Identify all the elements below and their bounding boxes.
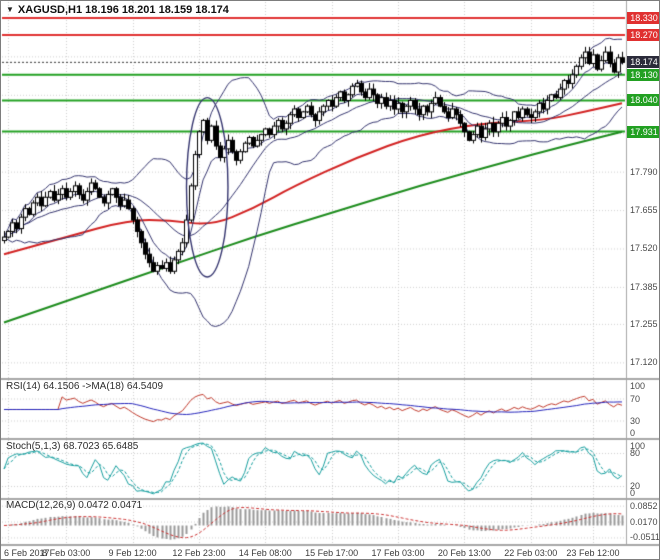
rsi-axis-label: 70 (630, 393, 641, 404)
price-badge: 18.130 (627, 68, 659, 81)
time-axis-label: 6 Feb 2017 (4, 548, 50, 558)
symbol-period-label: XAGUSD,H1 (17, 4, 83, 16)
price-axis-label: 17.520 (630, 243, 658, 254)
price-badge: 18.174 (627, 56, 659, 69)
time-axis-label: 22 Feb 03:00 (504, 548, 558, 558)
price-badge: 18.330 (627, 11, 659, 24)
price-badge: 18.040 (627, 94, 659, 107)
price-axis-label: 17.790 (630, 166, 658, 177)
price-axis-label: 17.120 (630, 357, 658, 368)
time-axis-label: 12 Feb 23:00 (172, 548, 226, 558)
price-badge: 17.931 (627, 125, 659, 138)
time-axis-label: 9 Feb 12:00 (108, 548, 157, 558)
chart-marker-icon: ▼ (6, 5, 14, 14)
rsi-axis-label: 100 (630, 381, 646, 391)
rsi-panel-title: RSI(14) 64.1506 ->MA(18) 64.5409 (6, 381, 164, 392)
price-badge: 18.270 (627, 29, 659, 42)
price-axis-label: 17.385 (630, 281, 658, 292)
price-axis-label: 17.655 (630, 205, 658, 216)
price-axis-label: 17.255 (630, 318, 658, 329)
stoch-axis-label: 80 (630, 448, 641, 458)
time-axis-label: 15 Feb 17:00 (305, 548, 359, 558)
macd-axis-label: 0.0852 (630, 500, 658, 511)
ohlc-values: 18.196 18.201 18.159 18.174 (85, 4, 229, 16)
time-axis-label: 17 Feb 03:00 (371, 548, 425, 558)
stoch-axis-label: 100 (630, 441, 646, 451)
time-axis-label: 8 Feb 03:00 (42, 548, 91, 558)
chart-title: ▼ XAGUSD,H1 18.196 18.201 18.159 18.174 (6, 4, 229, 16)
time-axis-label: 14 Feb 08:00 (238, 548, 292, 558)
macd-axis-label: 0.0170 (630, 516, 658, 527)
time-axis-label: 20 Feb 13:00 (437, 548, 491, 558)
stoch-axis-label: 0 (630, 488, 636, 498)
macd-panel-title: MACD(12,26,9) 0.0472 0.0471 (6, 500, 143, 511)
stoch-axis-label: 20 (630, 481, 641, 491)
time-axis-label: 23 Feb 12:00 (566, 548, 620, 558)
rsi-axis-label: 0 (630, 428, 636, 438)
rsi-axis-label: 30 (630, 415, 641, 426)
stoch-panel-title: Stoch(5,1,3) 68.7023 65.6485 (6, 441, 139, 452)
macd-axis-label: -0.0511 (630, 532, 660, 543)
